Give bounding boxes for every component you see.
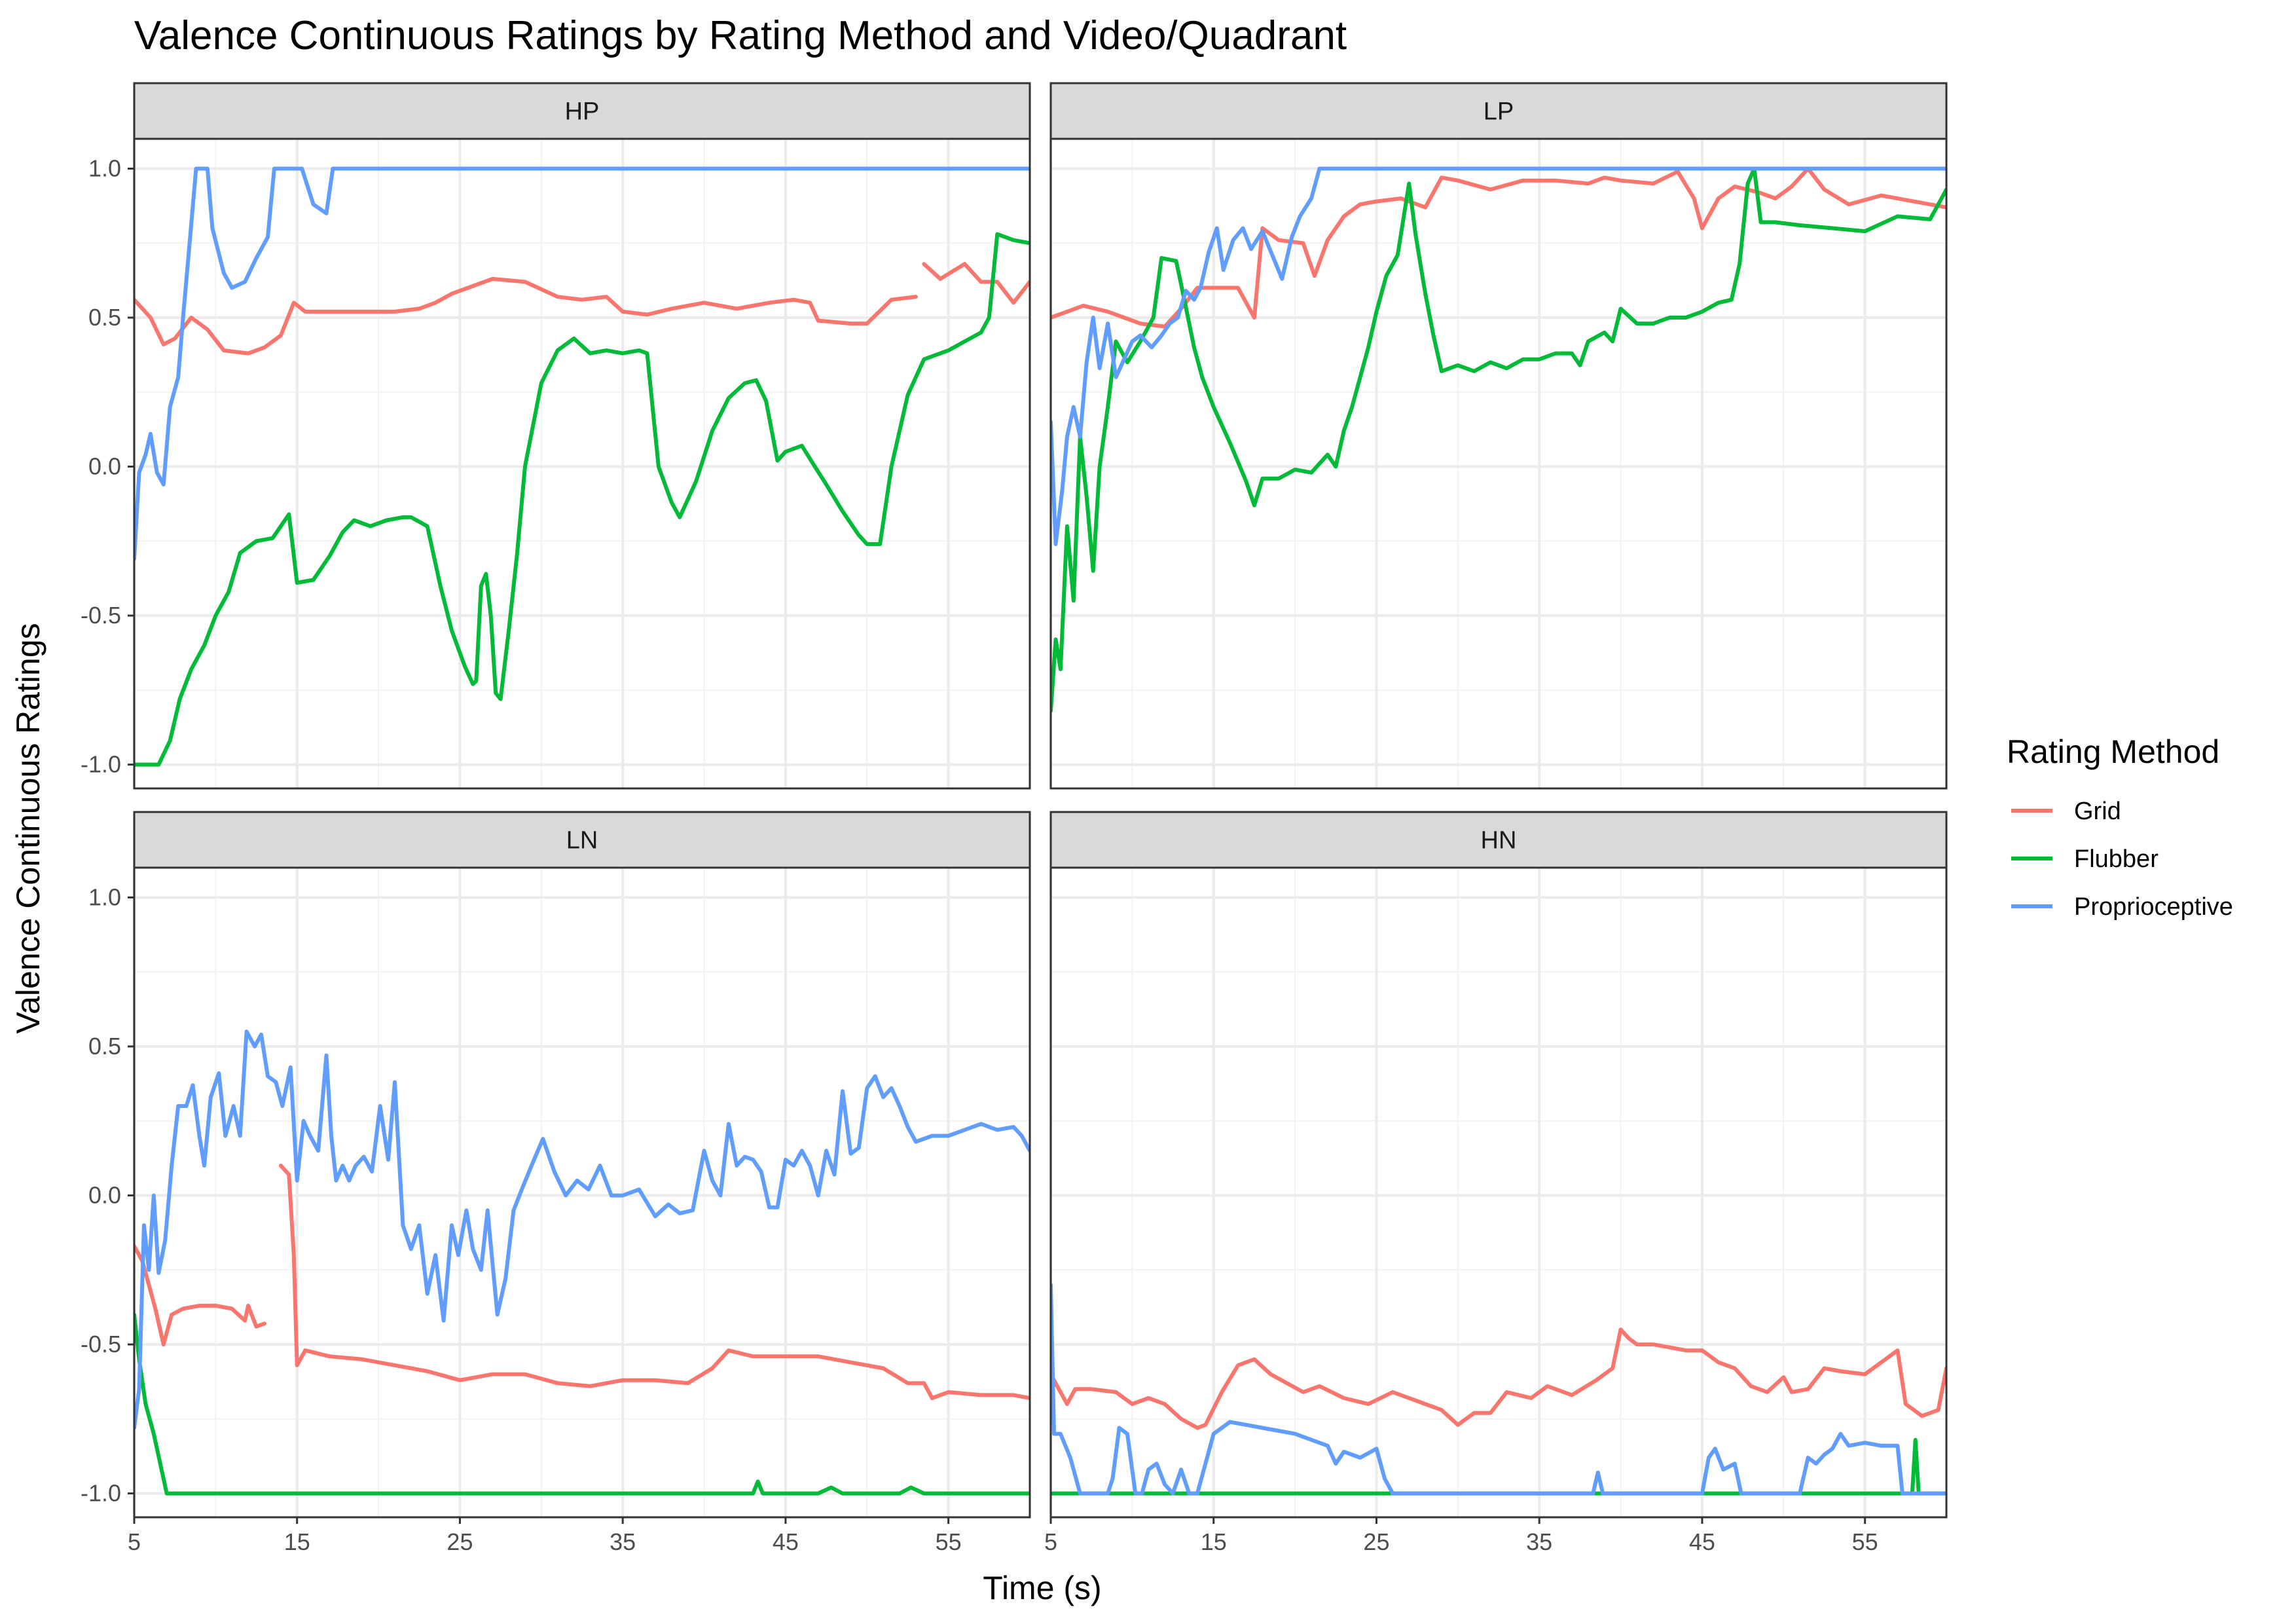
x-tick-label: 55	[1852, 1528, 1878, 1555]
series-line-proprioceptive	[1051, 166, 1946, 546]
x-tick-label: 15	[284, 1528, 310, 1555]
plot-area	[1051, 868, 1946, 1517]
panel-hp: HP -1.0 -0.5 0.0 0.5 1.0	[81, 82, 1031, 790]
plot-area	[134, 139, 1030, 788]
y-axis-title: Valence Continuous Ratings	[10, 623, 46, 1033]
panels-layer: HP -1.0 -0.5 0.0 0.5 1.0 LP LN -1.0 -0.5 0.0 0.5 1.0…	[81, 82, 1948, 1555]
panel-border	[1049, 138, 1948, 790]
series-line-flubber	[1051, 166, 1946, 713]
chart-title: Valence Continuous Ratings by Rating Met…	[134, 13, 1347, 58]
x-tick-label: 25	[1363, 1528, 1389, 1555]
series-line-grid	[1051, 1327, 1946, 1430]
x-tick-label: 45	[1689, 1528, 1715, 1555]
series-line-grid	[278, 1164, 1030, 1400]
panel-lp: LP	[1049, 82, 1948, 790]
legend-label-flubber: Flubber	[2074, 845, 2159, 873]
x-tick-label: 25	[446, 1528, 473, 1555]
facet-strip	[1049, 811, 1948, 869]
legend-title: Rating Method	[2007, 733, 2219, 770]
legend: Rating Method Grid Flubber Proprioceptive	[2007, 733, 2233, 921]
panel-border	[1049, 866, 1948, 1519]
y-tick-label: -0.5	[81, 1331, 121, 1357]
plot-area	[134, 868, 1030, 1517]
x-tick-label: 5	[1044, 1528, 1057, 1555]
x-tick-label: 35	[1526, 1528, 1552, 1555]
facet-strip-label: LN	[566, 827, 598, 855]
x-axis-title: Time (s)	[983, 1570, 1101, 1606]
series-line-grid	[134, 276, 918, 356]
y-tick-label: -1.0	[81, 1480, 121, 1507]
panel-border	[133, 866, 1031, 1519]
series-line-grid	[134, 1244, 266, 1347]
x-tick-label: 35	[610, 1528, 636, 1555]
series-line-flubber	[134, 1312, 1030, 1496]
series-line-flubber	[134, 232, 1030, 767]
panel-border	[133, 138, 1031, 790]
panel-ln: LN -1.0 -0.5 0.0 0.5 1.0 5 15 25 35 45 55	[81, 811, 1031, 1555]
y-tick-label: 1.0	[88, 884, 121, 911]
series-line-proprioceptive	[1051, 1283, 1946, 1496]
facet-strip	[133, 82, 1031, 140]
y-tick-label: 0.0	[88, 453, 121, 480]
y-tick-label: 0.5	[88, 304, 121, 331]
series-line-grid	[922, 262, 1030, 305]
y-tick-label: 1.0	[88, 155, 121, 182]
series-line-proprioceptive	[134, 1029, 1030, 1430]
y-tick-label: -1.0	[81, 751, 121, 778]
plot-area	[1051, 139, 1946, 788]
y-tick-label: -0.5	[81, 602, 121, 629]
legend-label-grid: Grid	[2074, 798, 2121, 825]
y-tick-label: 0.5	[88, 1033, 121, 1060]
x-tick-label: 45	[773, 1528, 799, 1555]
facet-strip-label: HN	[1481, 827, 1517, 855]
x-tick-label: 15	[1201, 1528, 1227, 1555]
series-line-proprioceptive	[134, 166, 1030, 561]
x-tick-label: 55	[936, 1528, 962, 1555]
facet-strip-label: LP	[1484, 98, 1514, 126]
facet-strip-label: HP	[565, 98, 600, 126]
x-tick-label: 5	[128, 1528, 141, 1555]
facet-strip	[133, 811, 1031, 869]
panel-hn: HN 5 15 25 35 45 55	[1044, 811, 1948, 1555]
legend-label-proprioceptive: Proprioceptive	[2074, 893, 2233, 921]
y-tick-label: 0.0	[88, 1182, 121, 1209]
